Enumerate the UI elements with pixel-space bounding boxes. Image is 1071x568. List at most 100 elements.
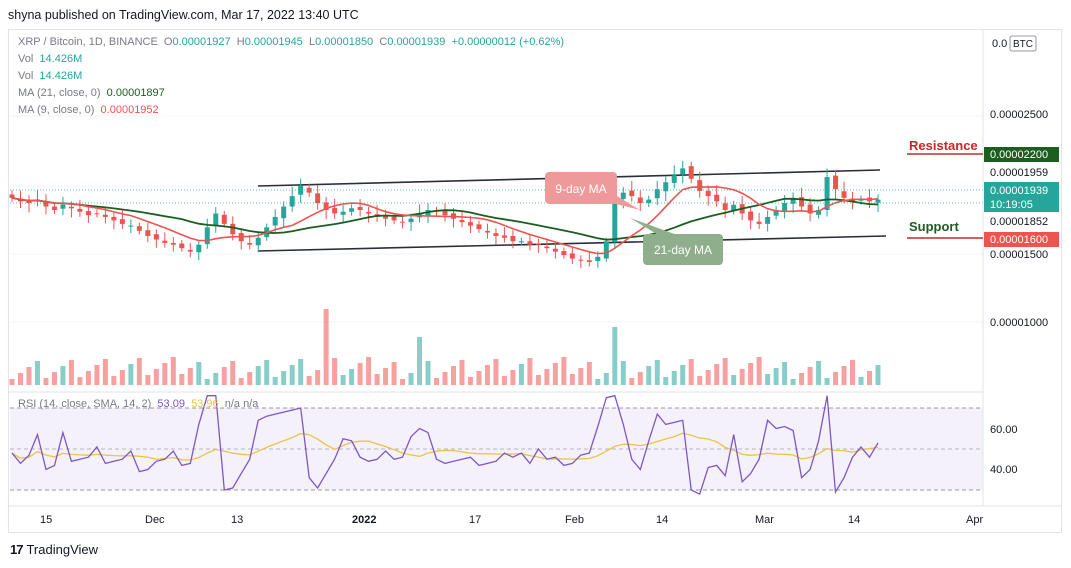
time-tick: 2022 bbox=[352, 514, 376, 526]
volume-bar bbox=[289, 365, 295, 385]
support-annotation: Support bbox=[907, 219, 983, 239]
rsi-line bbox=[11, 394, 879, 496]
legend-ma21-value: 0.00001897 bbox=[106, 87, 165, 99]
volume-bar bbox=[281, 371, 287, 385]
volume-bar bbox=[527, 358, 533, 385]
volume-bar bbox=[349, 369, 355, 385]
volume-bar bbox=[722, 358, 728, 385]
volume-bar bbox=[782, 362, 788, 385]
candle bbox=[221, 214, 227, 224]
legend-c-label: C bbox=[379, 36, 388, 48]
volume-bar bbox=[306, 376, 312, 385]
candle bbox=[705, 190, 711, 197]
volume-bar bbox=[867, 371, 873, 385]
candle bbox=[68, 206, 74, 209]
volume-bar bbox=[578, 368, 584, 385]
volume-bar bbox=[680, 365, 686, 385]
ma21-callout-box bbox=[643, 234, 723, 265]
candle bbox=[476, 224, 482, 230]
last2-price-tag bbox=[984, 214, 1059, 229]
volume-bar bbox=[561, 357, 567, 385]
ma21-line bbox=[11, 197, 879, 241]
candle bbox=[298, 185, 304, 195]
ma9-callout-label: 9-day MA bbox=[555, 182, 606, 196]
candle bbox=[187, 249, 193, 252]
volume-bar bbox=[128, 364, 134, 385]
channel-lower-line bbox=[257, 235, 887, 252]
candle bbox=[119, 219, 125, 224]
volume-bar bbox=[17, 373, 23, 385]
volume-bar bbox=[425, 361, 431, 385]
legend-close: 0.00001939 bbox=[387, 36, 446, 48]
rsi-na: n/a n/a bbox=[224, 398, 259, 410]
volume-bar bbox=[391, 362, 397, 385]
ma21-callout-label: 21-day MA bbox=[654, 243, 712, 257]
rsi-sma-value: 53.96 bbox=[191, 398, 219, 410]
volume-bar bbox=[94, 365, 100, 385]
candle bbox=[484, 230, 490, 233]
resistance-price-tag bbox=[984, 147, 1059, 162]
publisher-line: shyna published on TradingView.com, Mar … bbox=[8, 8, 359, 22]
volume-bar bbox=[323, 309, 329, 385]
last-price-text: 0.00001939 bbox=[990, 185, 1048, 197]
tradingview-logo-icon: 17 bbox=[10, 542, 24, 557]
volume-bar bbox=[535, 375, 541, 385]
candle bbox=[77, 208, 83, 212]
rsi-legend-label: RSI (14, close, SMA, 14, 2) bbox=[18, 398, 152, 410]
candle bbox=[552, 248, 558, 252]
candle bbox=[442, 211, 448, 216]
volume-bar bbox=[213, 373, 219, 385]
volume-bar bbox=[612, 327, 618, 385]
time-tick: 17 bbox=[469, 514, 481, 526]
price-axis-tick: 0.00001500 bbox=[990, 249, 1048, 261]
rsi-axis-tick: 40.00 bbox=[990, 464, 1018, 476]
candle bbox=[230, 223, 236, 235]
volume-bar bbox=[841, 366, 847, 385]
candle bbox=[841, 191, 847, 198]
ma21-callout: 21-day MA bbox=[630, 218, 723, 265]
legend-vol-value: 14.426M bbox=[39, 53, 83, 65]
time-tick: Apr bbox=[966, 514, 983, 526]
chart-frame bbox=[8, 29, 1062, 533]
candle bbox=[162, 240, 168, 243]
candle bbox=[51, 206, 57, 210]
legend-open: 0.00001927 bbox=[172, 36, 231, 48]
candle bbox=[833, 175, 839, 190]
volume-bar bbox=[731, 375, 737, 385]
volume-bar bbox=[400, 379, 406, 385]
candle bbox=[773, 210, 779, 216]
candle bbox=[102, 214, 108, 217]
candle bbox=[340, 211, 346, 215]
volume-bar bbox=[230, 361, 236, 385]
time-tick: 13 bbox=[231, 514, 243, 526]
volume-bar bbox=[637, 372, 643, 385]
volume-bar bbox=[255, 366, 261, 385]
candle bbox=[26, 200, 32, 204]
candle bbox=[646, 199, 652, 204]
candle bbox=[748, 211, 754, 221]
volume-bar bbox=[858, 377, 864, 385]
volume-bar bbox=[467, 377, 473, 385]
candle bbox=[9, 194, 15, 198]
candle bbox=[94, 213, 100, 215]
footer[interactable]: 17 TradingView bbox=[10, 542, 98, 557]
candle bbox=[281, 206, 287, 219]
legend-ma21-row: MA (21, close, 0) 0.00001897 bbox=[18, 85, 564, 102]
legend-high: 0.00001945 bbox=[244, 36, 303, 48]
volume-bar bbox=[247, 372, 253, 385]
volume-bar bbox=[153, 369, 159, 385]
candle bbox=[807, 204, 813, 214]
volume-bar bbox=[9, 379, 15, 385]
volume-bar bbox=[663, 377, 669, 385]
volume-bar bbox=[450, 366, 456, 385]
candle bbox=[467, 222, 473, 226]
volume-bar bbox=[332, 358, 338, 385]
candle bbox=[332, 208, 338, 214]
candle bbox=[544, 246, 550, 249]
volume-bar bbox=[170, 357, 176, 385]
legend-change: +0.00000012 (+0.62%) bbox=[451, 36, 565, 48]
volume-bar bbox=[196, 362, 202, 385]
volume-bar bbox=[374, 374, 380, 385]
candle bbox=[756, 221, 762, 224]
